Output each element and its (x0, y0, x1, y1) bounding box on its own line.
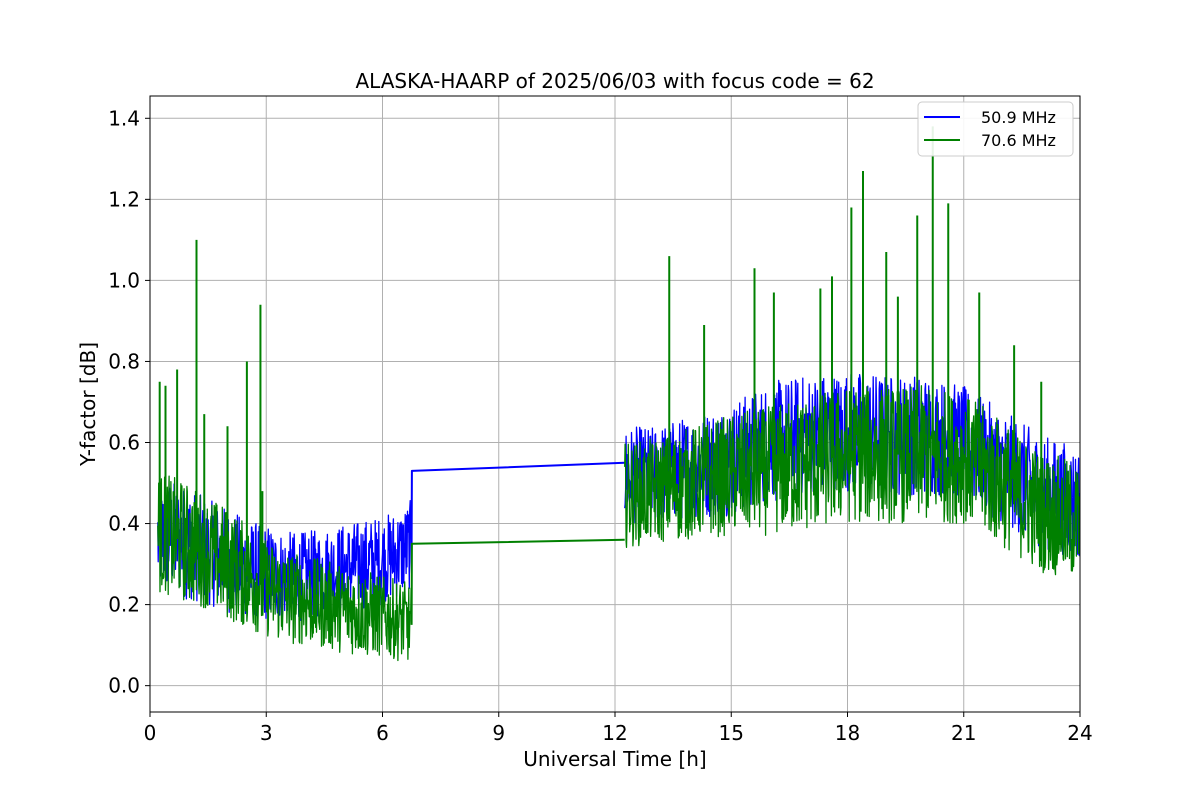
x-tick-label: 12 (602, 721, 627, 745)
ticks: 0 3 6 9 12 15 18 21 24 0.0 0.2 0.4 0.6 0.8 1.0 1.2 1.4 (108, 106, 1093, 745)
x-tick-label: 6 (376, 721, 389, 745)
y-tick-label: 1.2 (108, 187, 140, 211)
legend-label-50-9: 50.9 MHz (981, 108, 1056, 127)
y-axis-label: Y-factor [dB] (76, 342, 100, 467)
y-tick-label: 1.4 (108, 106, 140, 130)
x-tick-label: 15 (719, 721, 744, 745)
y-tick-label: 0.6 (108, 431, 140, 455)
chart-title: ALASKA-HAARP of 2025/06/03 with focus co… (355, 69, 874, 93)
legend-box (917, 101, 1074, 157)
x-tick-label: 0 (144, 721, 157, 745)
y-tick-label: 1.0 (108, 268, 140, 292)
y-tick-label: 0.4 (108, 512, 140, 536)
x-axis-label: Universal Time [h] (523, 747, 706, 771)
x-tick-label: 18 (835, 721, 860, 745)
x-tick-label: 3 (260, 721, 273, 745)
series-70-6-mhz (157, 126, 1080, 662)
legend-label-70-6: 70.6 MHz (981, 131, 1056, 150)
series-line-segment (624, 385, 1080, 576)
y-tick-label: 0.0 (108, 674, 140, 698)
series-line-segment (410, 461, 625, 544)
y-tick-label: 0.2 (108, 593, 140, 617)
series-line-segment (157, 475, 413, 662)
legend: 50.9 MHz 70.6 MHz (917, 101, 1074, 157)
y-tick-label: 0.8 (108, 349, 140, 373)
x-tick-label: 21 (951, 721, 976, 745)
series-layer (157, 126, 1080, 662)
series-line-segment (410, 538, 625, 625)
x-tick-label: 9 (492, 721, 505, 745)
x-tick-label: 24 (1067, 721, 1092, 745)
